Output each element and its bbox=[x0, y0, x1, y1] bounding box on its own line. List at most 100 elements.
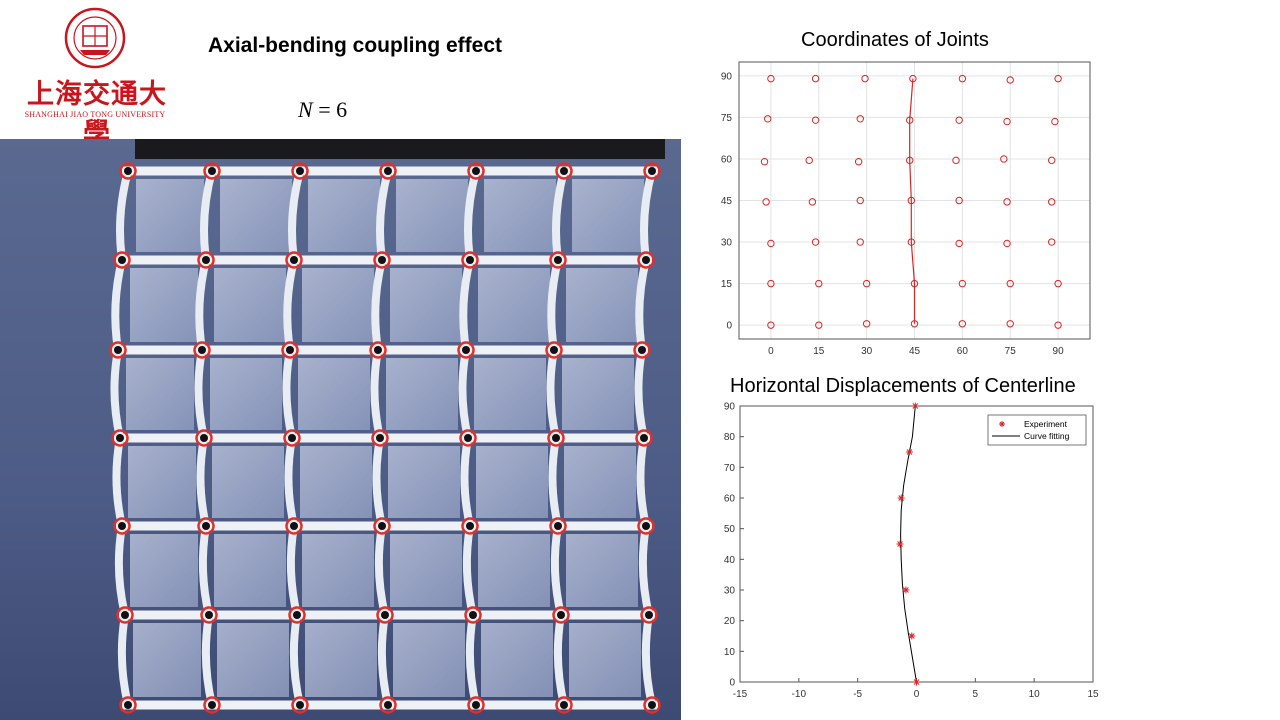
x-tick-label: 15 bbox=[1087, 689, 1099, 700]
joint-marker bbox=[464, 606, 482, 624]
curved-vertical-beam bbox=[377, 614, 392, 706]
joint-marker bbox=[461, 251, 479, 269]
joint-point bbox=[955, 196, 963, 205]
joint-marker bbox=[633, 341, 651, 359]
joint-marker bbox=[640, 606, 658, 624]
legend-label-experiment: Experiment bbox=[1024, 419, 1068, 429]
curved-vertical-beam bbox=[198, 525, 213, 616]
joint-marker bbox=[113, 517, 131, 535]
joint-point bbox=[906, 116, 914, 124]
curved-vertical-beam bbox=[548, 437, 562, 527]
joint-marker bbox=[376, 606, 394, 624]
lattice-cell bbox=[481, 623, 553, 697]
joint-dot bbox=[286, 346, 294, 354]
curved-vertical-beam bbox=[640, 169, 656, 261]
lattice-cell bbox=[217, 623, 289, 697]
joint-marker bbox=[637, 517, 655, 535]
joint-dot bbox=[378, 522, 386, 530]
joint-point bbox=[815, 279, 823, 288]
joint-point bbox=[955, 239, 963, 248]
joint-dot bbox=[374, 346, 382, 354]
joint-point bbox=[862, 279, 871, 288]
joint-marker bbox=[109, 341, 127, 359]
joint-point bbox=[856, 115, 864, 123]
lattice-cell bbox=[476, 446, 548, 518]
joint-point bbox=[958, 320, 967, 328]
lattice-cell bbox=[478, 268, 550, 342]
lattice-cell bbox=[136, 179, 204, 252]
x-tick-label: 75 bbox=[1005, 346, 1017, 357]
joint-marker bbox=[195, 429, 213, 447]
lattice-cell bbox=[388, 446, 460, 518]
joint-point bbox=[764, 115, 772, 123]
equation: N = 6 bbox=[298, 97, 347, 123]
joint-dot bbox=[642, 256, 650, 264]
joint-point bbox=[910, 320, 919, 328]
lattice-cell bbox=[566, 268, 638, 342]
x-tick-label: -5 bbox=[853, 689, 862, 700]
curved-vertical-beam bbox=[196, 437, 210, 527]
joint-dot bbox=[557, 611, 565, 619]
joint-dot bbox=[462, 346, 470, 354]
joint-dot bbox=[208, 701, 216, 709]
joint-dot bbox=[288, 434, 296, 442]
joint-markers bbox=[109, 162, 661, 714]
lattice-cell bbox=[386, 358, 458, 430]
joint-marker bbox=[288, 606, 306, 624]
experiment-point bbox=[913, 678, 920, 686]
y-tick-label: 20 bbox=[724, 616, 736, 627]
y-tick-label: 0 bbox=[726, 321, 732, 332]
joint-marker bbox=[285, 517, 303, 535]
joint-point bbox=[811, 238, 820, 246]
lattice-cell bbox=[566, 534, 638, 607]
joint-dot bbox=[124, 701, 132, 709]
joint-marker bbox=[457, 341, 475, 359]
joint-dot bbox=[200, 434, 208, 442]
joint-dot bbox=[554, 522, 562, 530]
joint-point bbox=[811, 116, 820, 124]
joint-point bbox=[1054, 321, 1062, 329]
curved-vertical-beam bbox=[636, 437, 650, 527]
equation-variable: N bbox=[298, 97, 313, 122]
legend-marker-experiment bbox=[999, 421, 1005, 427]
x-tick-label: 60 bbox=[957, 346, 969, 357]
joint-marker bbox=[291, 696, 309, 714]
joint-dot bbox=[648, 167, 656, 175]
lattice-cell bbox=[130, 534, 198, 607]
joint-dot bbox=[376, 434, 384, 442]
y-tick-label: 15 bbox=[721, 279, 733, 290]
joint-dot bbox=[208, 167, 216, 175]
joint-point bbox=[767, 74, 775, 83]
joint-marker bbox=[373, 251, 391, 269]
lattice-cell bbox=[130, 268, 198, 342]
joint-marker bbox=[379, 696, 397, 714]
joint-marker bbox=[197, 251, 215, 269]
joint-dot bbox=[642, 522, 650, 530]
lattice-cell bbox=[220, 179, 292, 252]
y-tick-label: 50 bbox=[724, 524, 736, 535]
y-tick-label: 10 bbox=[724, 647, 736, 658]
lattice-cell bbox=[133, 623, 201, 697]
joint-marker bbox=[203, 162, 221, 180]
joint-point bbox=[1051, 117, 1059, 126]
joint-point bbox=[815, 321, 823, 329]
lattice-cell bbox=[302, 268, 374, 342]
joint-point bbox=[906, 156, 914, 165]
joint-marker bbox=[285, 251, 303, 269]
joint-marker bbox=[552, 606, 570, 624]
joint-marker bbox=[119, 696, 137, 714]
joint-marker bbox=[643, 162, 661, 180]
joint-point bbox=[907, 196, 916, 205]
curved-vertical-beam bbox=[282, 349, 296, 439]
joint-dot bbox=[121, 611, 129, 619]
joint-dot bbox=[466, 256, 474, 264]
lattice-cell bbox=[564, 446, 636, 518]
curved-vertical-beam bbox=[638, 525, 653, 616]
joint-marker bbox=[197, 517, 215, 535]
lattice-cell bbox=[126, 358, 194, 430]
joint-dot bbox=[472, 167, 480, 175]
x-tick-label: 15 bbox=[813, 346, 825, 357]
curved-vertical-beam bbox=[376, 169, 392, 261]
joint-point bbox=[1048, 238, 1056, 246]
lattice-cell bbox=[569, 623, 641, 697]
